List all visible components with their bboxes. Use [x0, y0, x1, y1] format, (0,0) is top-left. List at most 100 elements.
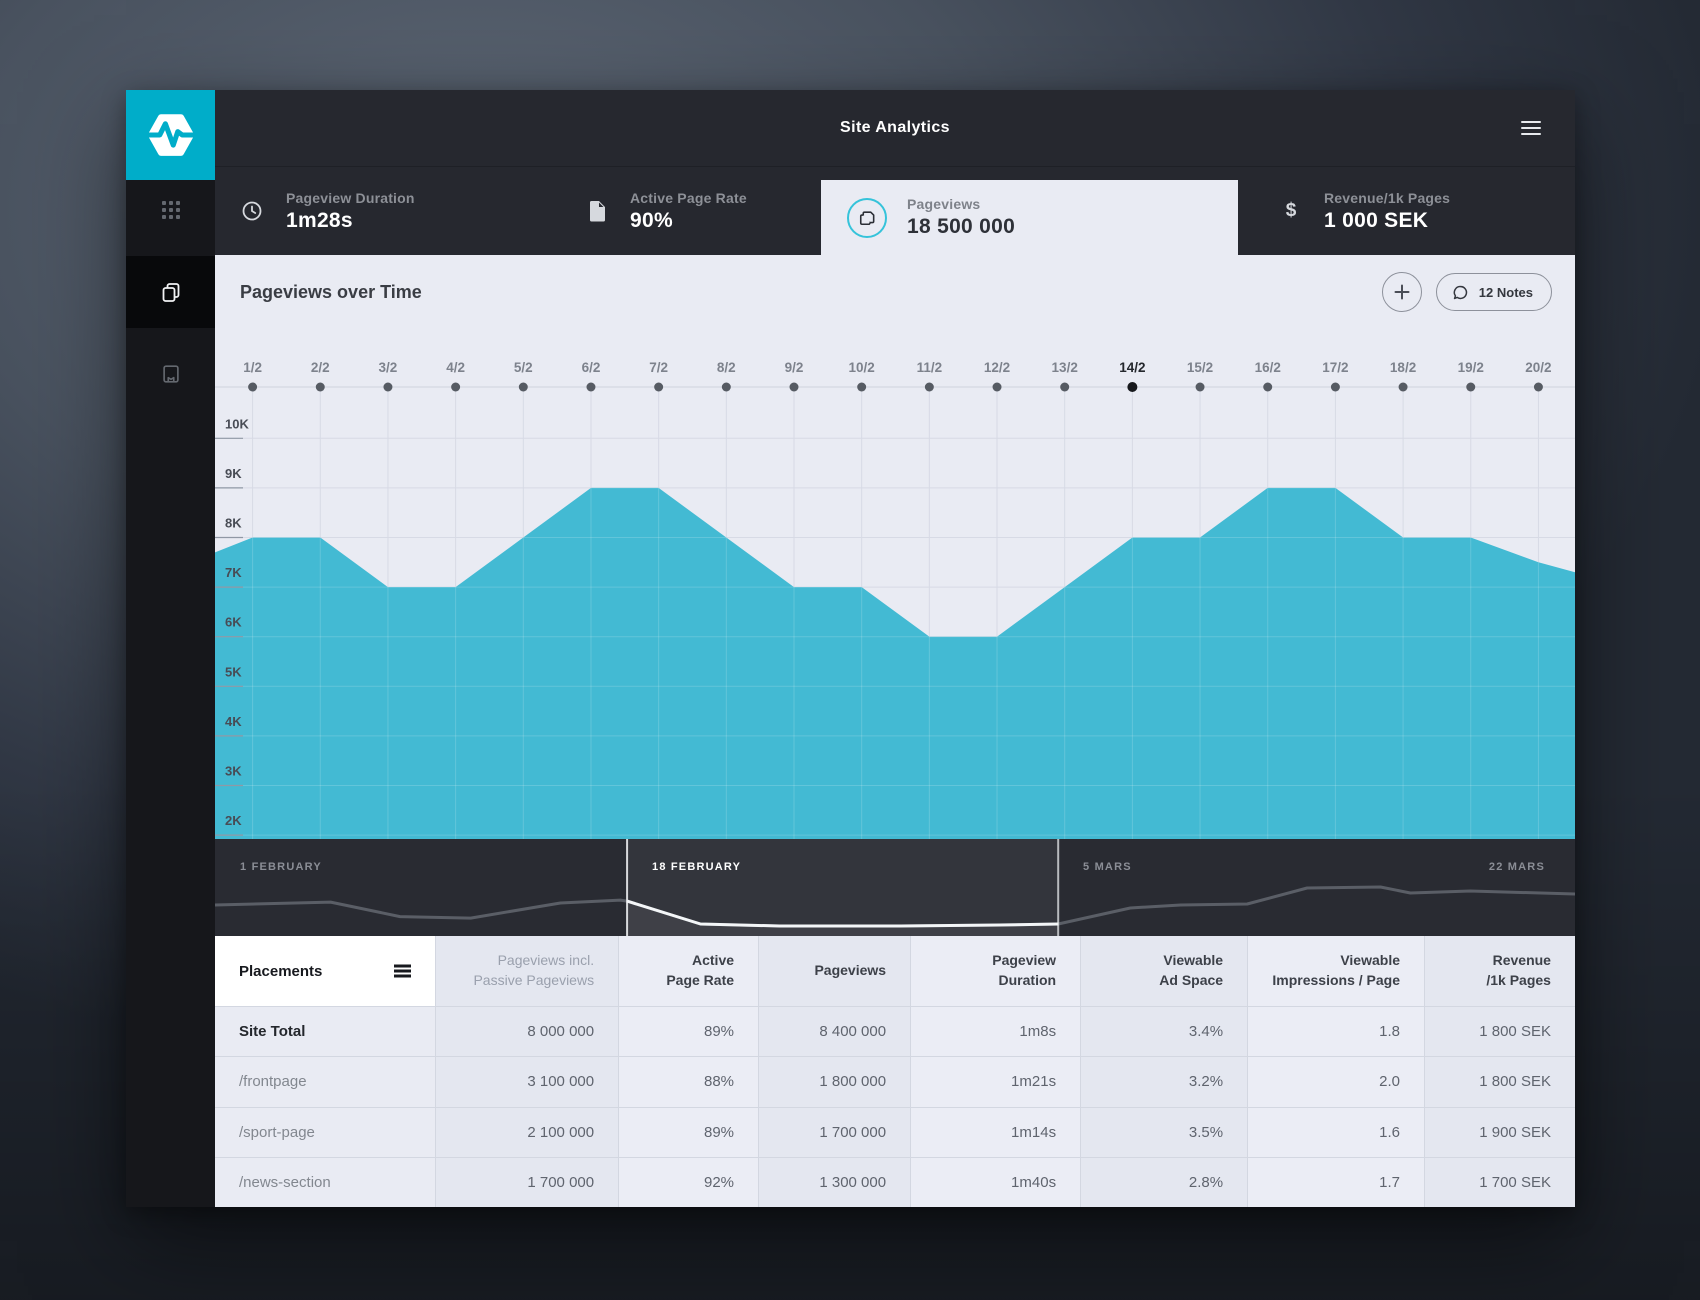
- pageviews-area-series: [215, 487, 1575, 839]
- list-icon: [394, 964, 412, 978]
- y-tick-label-3K: 3K: [225, 764, 242, 779]
- cell-viewable-impressions: 1.6: [1247, 1107, 1424, 1157]
- kpi-tab-pageview-duration[interactable]: Pageview Duration 1m28s: [215, 167, 520, 255]
- kpi-tab-active-page-rate[interactable]: Active Page Rate 90%: [520, 167, 821, 255]
- timeline-selection-window[interactable]: [627, 839, 1059, 936]
- date-dot-7-2[interactable]: [654, 382, 664, 392]
- menu-button[interactable]: [1513, 112, 1549, 144]
- date-dot-8-2[interactable]: [721, 382, 731, 392]
- timeline-label-1-february: 1 FEBRUARY: [240, 861, 322, 873]
- date-dot-17-2[interactable]: [1330, 382, 1340, 392]
- document-icon: [588, 199, 608, 223]
- kpi-tab-bar: Pageview Duration 1m28s Active Page Rate…: [215, 167, 1575, 255]
- x-tick-label-14-2[interactable]: 14/2: [1119, 360, 1145, 375]
- date-dot-2-2[interactable]: [315, 382, 325, 392]
- y-tick-label-8K: 8K: [225, 516, 242, 531]
- chart-title: Pageviews over Time: [240, 281, 422, 302]
- x-tick-label-12-2[interactable]: 12/2: [984, 360, 1010, 375]
- y-tick-label-5K: 5K: [225, 664, 242, 679]
- timeline-scrubber[interactable]: 1 FEBRUARY 18 FEBRUARY 5 MARS 22 MARS: [215, 839, 1575, 936]
- column-header-viewable-impressions: Viewable Impressions / Page: [1247, 936, 1424, 1006]
- pages-copy-icon: [162, 283, 179, 302]
- x-tick-label-10-2[interactable]: 10/2: [849, 360, 875, 375]
- x-tick-label-3-2[interactable]: 3/2: [379, 360, 398, 375]
- table-menu-button[interactable]: [394, 964, 412, 978]
- x-tick-label-18-2[interactable]: 18/2: [1390, 360, 1416, 375]
- date-dot-10-2[interactable]: [857, 382, 867, 392]
- placement-name: /frontpage: [239, 1073, 307, 1091]
- x-tick-label-13-2[interactable]: 13/2: [1052, 360, 1078, 375]
- table-row-frontpage[interactable]: /frontpage 3 100 000 88% 1 800 000 1m21s…: [215, 1056, 1575, 1107]
- x-tick-label-8-2[interactable]: 8/2: [717, 360, 736, 375]
- notes-button[interactable]: 12 Notes: [1435, 273, 1552, 311]
- hamburger-icon: [1521, 121, 1541, 135]
- y-tick-label-6K: 6K: [225, 615, 242, 630]
- x-tick-label-16-2[interactable]: 16/2: [1255, 360, 1281, 375]
- cell-viewable-ad-space: 3.2%: [1080, 1057, 1248, 1107]
- column-header-active-page-rate: Active Page Rate: [618, 936, 759, 1006]
- date-dot-19-2[interactable]: [1466, 382, 1476, 392]
- y-tick-label-7K: 7K: [225, 565, 242, 580]
- sidebar-item-dashboard[interactable]: [126, 182, 215, 238]
- column-header-pageviews: Pageviews: [758, 936, 911, 1006]
- date-dot-15-2[interactable]: [1195, 382, 1205, 392]
- x-tick-label-11-2[interactable]: 11/2: [917, 360, 943, 375]
- date-dot-4-2[interactable]: [451, 382, 461, 392]
- date-dot-11-2[interactable]: [924, 382, 934, 392]
- chart-header: Pageviews over Time 12 Notes: [215, 255, 1575, 329]
- x-tick-label-20-2[interactable]: 20/2: [1525, 360, 1551, 375]
- placements-table: Placements Pageviews incl. Passive Pagevi…: [215, 936, 1575, 1207]
- cell-pageviews-incl: 1 700 000: [435, 1157, 619, 1207]
- kpi-value: 1m28s: [286, 208, 353, 232]
- pageviews-area-chart: 1/2 2/2 3/2 4/2 5/2 6/2 7/2 8/2 9/2 10/2 11/2 12/2 1…: [215, 360, 1575, 839]
- notebook-icon: [162, 365, 179, 383]
- x-tick-label-17-2[interactable]: 17/2: [1322, 360, 1348, 375]
- x-tick-label-5-2[interactable]: 5/2: [514, 360, 533, 375]
- cell-pageviews-incl: 2 100 000: [435, 1107, 619, 1157]
- speech-bubble-icon: [1453, 285, 1467, 299]
- sidebar-item-notebook[interactable]: [126, 346, 215, 402]
- date-dot-9-2[interactable]: [789, 382, 799, 392]
- date-dot-14-2[interactable]: [1127, 382, 1138, 392]
- y-tick-label-10K: 10K: [225, 416, 249, 431]
- cell-active-page-rate: 89%: [618, 1007, 759, 1057]
- x-tick-label-9-2[interactable]: 9/2: [785, 360, 804, 375]
- date-dot-12-2[interactable]: [992, 382, 1002, 392]
- table-row-site-total[interactable]: Site Total 8 000 000 89% 8 400 000 1m8s …: [215, 1006, 1575, 1057]
- x-tick-label-6-2[interactable]: 6/2: [582, 360, 601, 375]
- x-tick-label-4-2[interactable]: 4/2: [446, 360, 465, 375]
- cell-pageview-duration: 1m8s: [910, 1007, 1081, 1057]
- date-dot-16-2[interactable]: [1263, 382, 1273, 392]
- x-tick-label-2-2[interactable]: 2/2: [311, 360, 330, 375]
- table-row-sport-page[interactable]: /sport-page 2 100 000 89% 1 700 000 1m14…: [215, 1106, 1575, 1157]
- kpi-tab-pageviews[interactable]: Pageviews 18 500 000: [821, 180, 1238, 255]
- date-dot-6-2[interactable]: [586, 382, 596, 392]
- cell-pageviews: 1 300 000: [758, 1157, 911, 1207]
- date-dot-20-2[interactable]: [1533, 382, 1543, 392]
- app-logo[interactable]: [126, 90, 215, 180]
- timeline-sparkline: [215, 839, 1575, 936]
- kpi-tab-revenue[interactable]: $ Revenue/1k Pages 1 000 SEK: [1238, 167, 1575, 255]
- date-dot-18-2[interactable]: [1398, 382, 1408, 392]
- x-tick-label-15-2[interactable]: 15/2: [1187, 360, 1213, 375]
- x-tick-label-1-2[interactable]: 1/2: [243, 360, 262, 375]
- top-bar: Site Analytics: [215, 90, 1575, 167]
- timeline-label-22-mars: 22 MARS: [1488, 861, 1545, 873]
- sidebar-item-pageviews[interactable]: [126, 256, 215, 328]
- date-dot-13-2[interactable]: [1060, 382, 1070, 392]
- table-row-news-section[interactable]: /news-section 1 700 000 92% 1 300 000 1m…: [215, 1156, 1575, 1207]
- column-header-pageviews-incl: Pageviews incl. Passive Pageviews: [435, 936, 619, 1006]
- column-header-revenue: Revenue/1k Pages: [1424, 936, 1575, 1006]
- cell-revenue: 1 800 SEK: [1424, 1057, 1575, 1107]
- x-tick-label-7-2[interactable]: 7/2: [649, 360, 668, 375]
- placements-header-label: Placements: [239, 962, 323, 980]
- add-note-button[interactable]: [1381, 272, 1422, 312]
- date-dot-1-2[interactable]: [248, 382, 258, 392]
- placement-name: Site Total: [239, 1023, 306, 1041]
- date-dot-3-2[interactable]: [383, 382, 393, 392]
- date-dot-5-2[interactable]: [518, 382, 528, 392]
- column-header-viewable-ad-space: Viewable Ad Space: [1080, 936, 1248, 1006]
- x-tick-label-19-2[interactable]: 19/2: [1458, 360, 1484, 375]
- cell-pageviews-incl: 8 000 000: [435, 1007, 619, 1057]
